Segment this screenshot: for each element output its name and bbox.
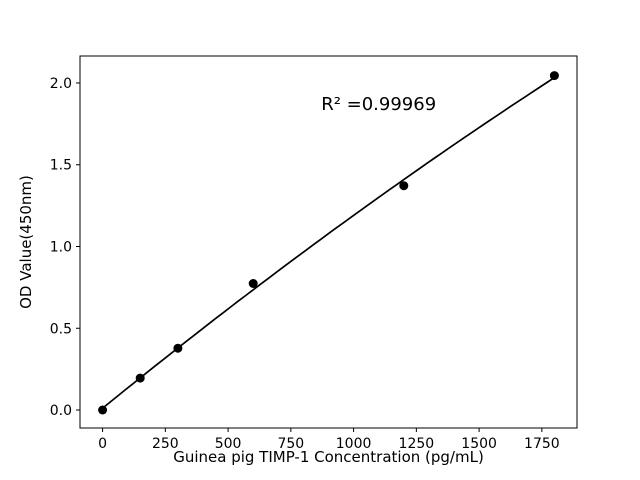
x-tick-label: 0	[98, 436, 107, 452]
plot-border	[79, 55, 578, 429]
r-squared-annotation: R² =0.99969	[321, 94, 436, 115]
data-point	[173, 343, 183, 353]
data-point	[98, 405, 108, 415]
data-point	[399, 181, 409, 191]
data-point	[248, 279, 258, 288]
x-tick-label: 500	[215, 436, 242, 452]
x-tick-label: 1500	[461, 436, 497, 452]
x-tick-label: 750	[277, 436, 304, 452]
y-tick-label: 0.5	[50, 321, 72, 337]
y-tick-label: 2.0	[50, 76, 72, 92]
x-tick-label: 1250	[399, 436, 435, 452]
data-point	[549, 71, 559, 81]
y-tick-label: 1.5	[50, 158, 72, 174]
fit-line	[102, 76, 555, 409]
x-tick-label: 1000	[336, 436, 372, 452]
data-point	[135, 373, 145, 383]
x-axis-label: Guinea pig TIMP-1 Concentration (pg/mL)	[173, 448, 484, 466]
x-tick-label: 1750	[524, 436, 560, 452]
y-tick-label: 0.0	[50, 403, 72, 419]
y-axis-label: OD Value(450nm)	[17, 175, 35, 309]
x-tick-label: 250	[152, 436, 179, 452]
y-tick-label: 1.0	[50, 239, 72, 255]
